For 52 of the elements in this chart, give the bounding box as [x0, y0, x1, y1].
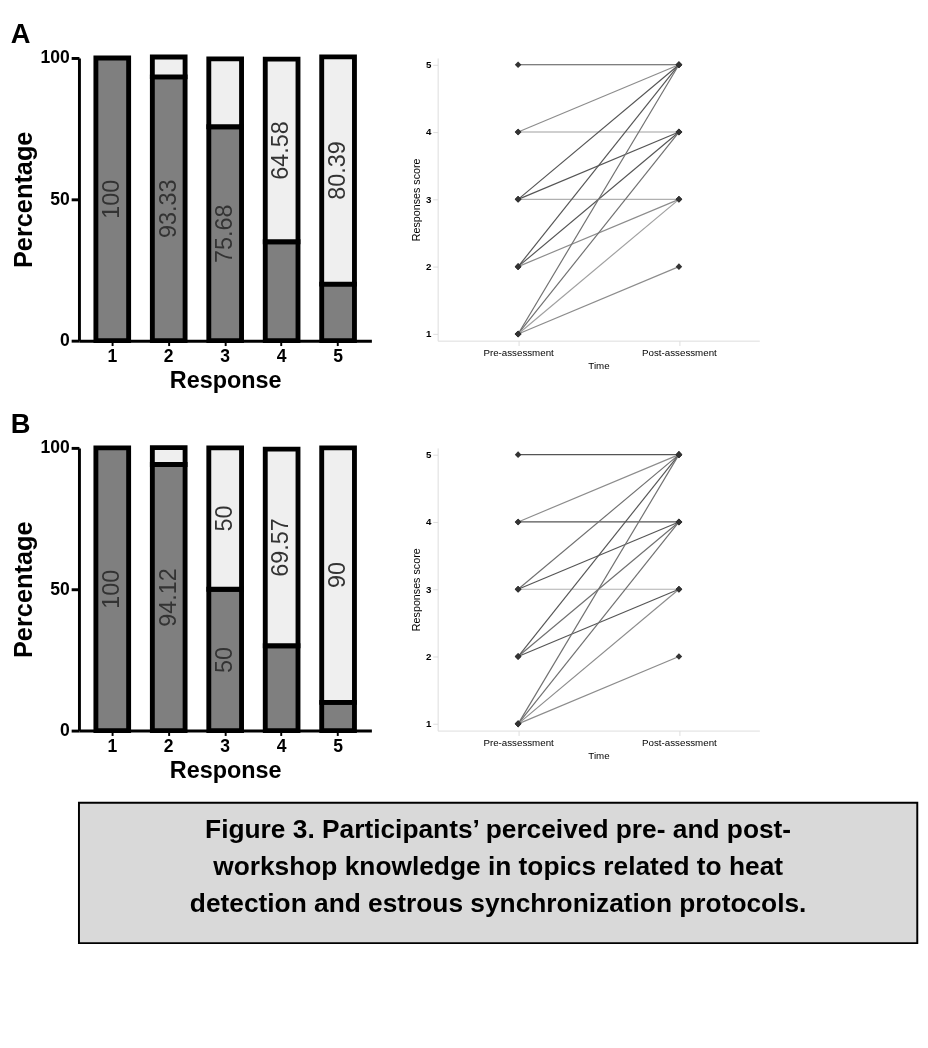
y-axis-title: Percentage [8, 131, 37, 269]
x-tick-label: 4 [276, 735, 287, 756]
y-tick-label: 4 [425, 126, 432, 138]
y-tick-label: 5 [425, 59, 432, 71]
data-label: 93.33 [154, 179, 181, 239]
data-label: 100 [98, 569, 125, 609]
data-label: 80.39 [323, 141, 350, 200]
y-tick-label: 100 [40, 47, 70, 68]
x-tick-label: 5 [333, 735, 344, 756]
y-tick-label: 3 [425, 193, 432, 205]
x-axis-title: Response [169, 366, 282, 393]
data-label: 100 [98, 179, 125, 219]
y-tick-label: 0 [59, 719, 70, 740]
y-tick-label: 50 [50, 578, 70, 599]
x-tick-label: 4 [276, 345, 287, 366]
x-tick-label: 3 [220, 735, 231, 756]
data-label: 94.12 [154, 568, 181, 627]
x-tick-label: 2 [163, 735, 174, 756]
x-tick-label: 2 [163, 345, 174, 366]
y-tick-label: 2 [425, 650, 432, 662]
data-label: 69.57 [267, 518, 294, 577]
data-label: 75.68 [211, 204, 237, 263]
x-tick-label: 1 [107, 345, 118, 366]
y-tick-label: 100 [40, 437, 70, 458]
y-axis-title: Responses score [410, 548, 423, 632]
x-tick-label: Post-assessment [642, 346, 718, 358]
chart-title: A [10, 18, 31, 50]
x-tick-label: 1 [107, 735, 118, 756]
x-axis-title: Time [588, 750, 610, 762]
x-axis-title: Time [588, 360, 610, 372]
y-tick-label: 2 [425, 261, 432, 273]
chart-title: B [10, 408, 31, 440]
data-label: 90 [323, 562, 350, 589]
y-tick-label: 3 [425, 583, 432, 595]
x-tick-label: Pre-assessment [483, 346, 555, 358]
y-tick-label: 1 [425, 328, 432, 340]
y-axis-title: Responses score [410, 158, 423, 242]
x-axis-title: Response [169, 756, 282, 783]
data-label: 50 [211, 505, 237, 532]
x-tick-label: 5 [333, 345, 344, 366]
y-tick-label: 0 [59, 330, 70, 351]
y-tick-label: 1 [425, 718, 432, 730]
y-tick-label: 50 [50, 188, 70, 209]
caption: Figure 3. Participants’ perceived pre- and post-workshop knowledge in topics related to heat detection and estrous synchronization protocols. [189, 813, 807, 918]
data-label: 50 [211, 646, 237, 673]
x-tick-label: Post-assessment [642, 736, 718, 748]
y-tick-label: 4 [425, 516, 432, 528]
y-axis-title: Percentage [8, 521, 37, 659]
x-tick-label: 3 [220, 345, 231, 366]
data-label: 64.58 [267, 121, 294, 180]
x-tick-label: Pre-assessment [483, 736, 555, 748]
y-tick-label: 5 [425, 449, 432, 461]
